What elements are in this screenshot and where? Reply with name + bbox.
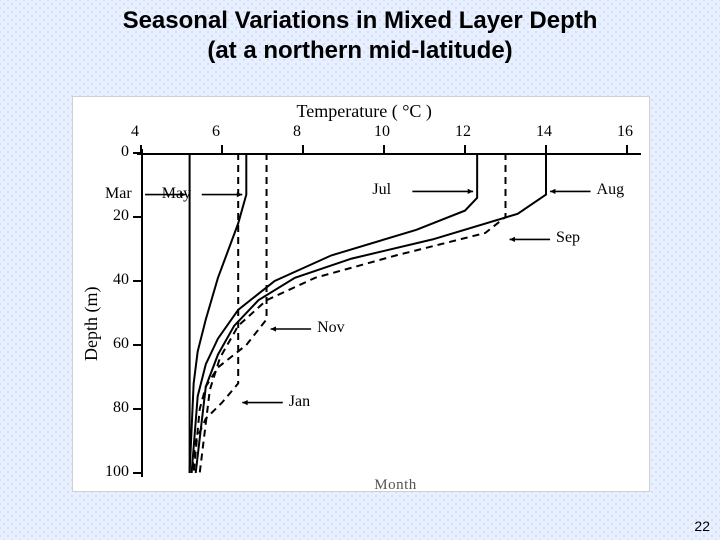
profile-nov (194, 153, 267, 473)
title-line-1: Seasonal Variations in Mixed Layer Depth (123, 7, 598, 34)
cropped-bottom-label: Month (374, 477, 417, 489)
curves-layer (73, 97, 649, 491)
profile-label-may: May (162, 185, 191, 203)
profile-label-nov: Nov (317, 319, 345, 337)
title-line-2: (at a northern mid-latitude) (207, 37, 512, 64)
profile-jul (192, 153, 478, 473)
figure-panel: 46810121416Temperature ( °C )02040608010… (72, 96, 650, 492)
profile-label-jan: Jan (289, 393, 310, 411)
slide-title: Seasonal Variations in Mixed Layer Depth… (0, 6, 720, 66)
profile-jan (192, 153, 239, 473)
page-number: 22 (694, 518, 710, 534)
profile-label-mar: Mar (105, 185, 132, 203)
profile-aug (196, 153, 546, 473)
profile-label-jul: Jul (372, 181, 391, 199)
profile-label-aug: Aug (597, 181, 625, 199)
profile-label-sep: Sep (556, 229, 580, 247)
